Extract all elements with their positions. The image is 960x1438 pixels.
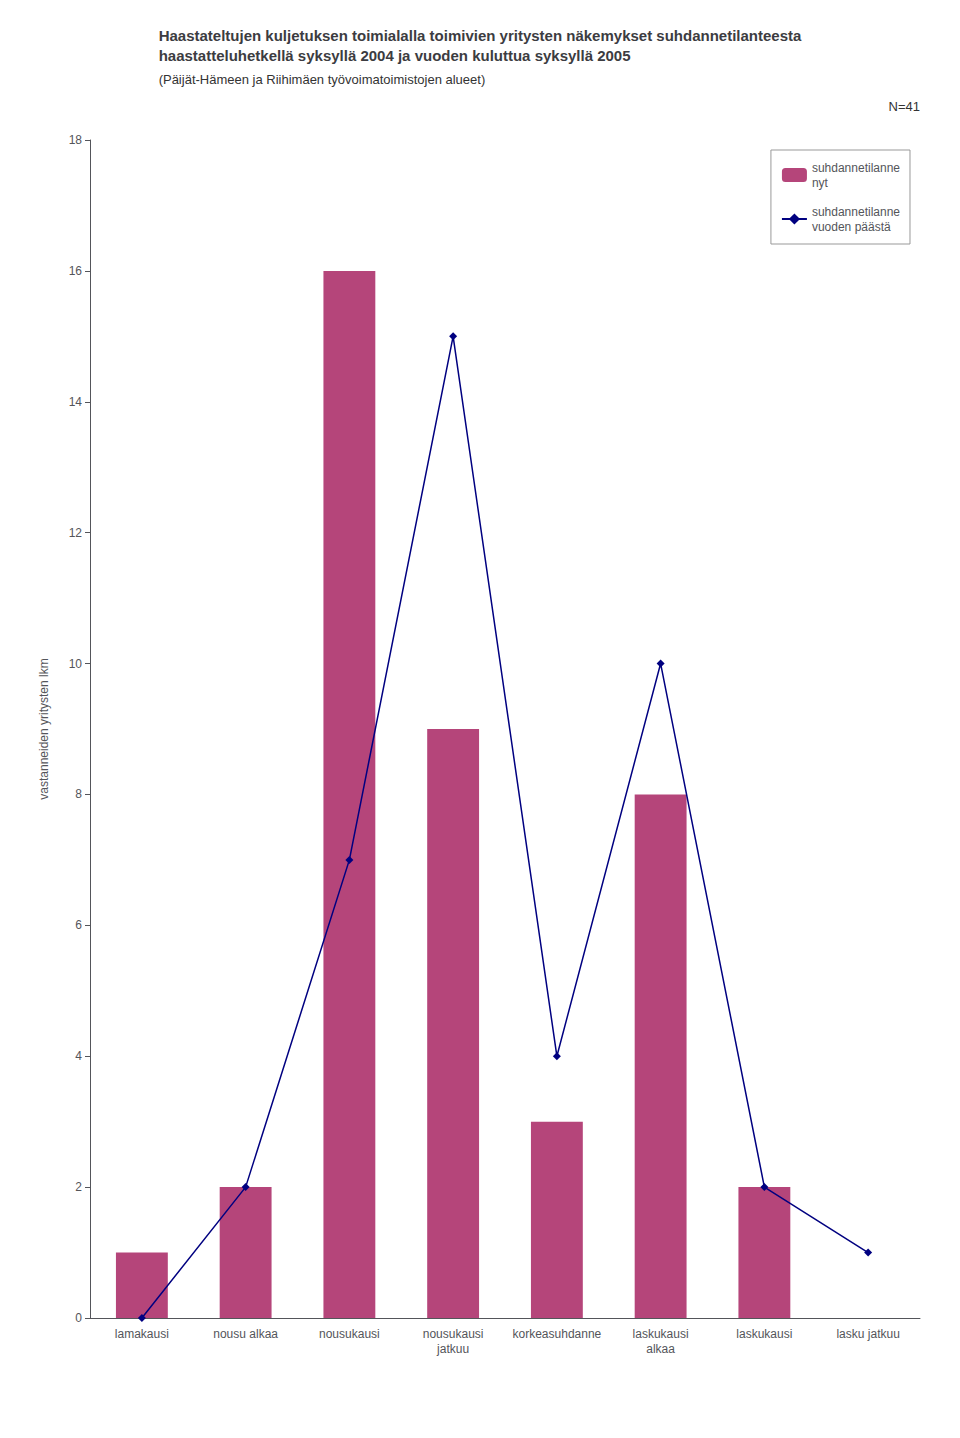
- svg-text:alkaa: alkaa: [646, 1342, 675, 1356]
- svg-text:nousukausi: nousukausi: [423, 1327, 484, 1341]
- svg-text:18: 18: [69, 133, 83, 147]
- svg-text:suhdannetilanne: suhdannetilanne: [812, 161, 900, 175]
- svg-text:nousukausi: nousukausi: [319, 1327, 380, 1341]
- svg-text:6: 6: [75, 918, 82, 932]
- svg-text:12: 12: [69, 526, 83, 540]
- svg-text:nyt: nyt: [812, 176, 829, 190]
- svg-text:10: 10: [69, 657, 83, 671]
- svg-text:haastatteluhetkellä syksyllä 2: haastatteluhetkellä syksyllä 2004 ja vuo…: [159, 47, 631, 64]
- svg-text:nousu alkaa: nousu alkaa: [213, 1327, 278, 1341]
- svg-text:vuoden päästä: vuoden päästä: [812, 220, 891, 234]
- svg-text:0: 0: [75, 1311, 82, 1325]
- svg-text:vastanneiden yritysten lkm: vastanneiden yritysten lkm: [37, 658, 51, 799]
- svg-text:laskukausi: laskukausi: [633, 1327, 689, 1341]
- svg-text:N=41: N=41: [889, 99, 920, 114]
- svg-text:14: 14: [69, 395, 83, 409]
- svg-text:lamakausi: lamakausi: [115, 1327, 169, 1341]
- svg-text:2: 2: [75, 1180, 82, 1194]
- svg-text:(Päijät-Hämeen ja Riihimäen ty: (Päijät-Hämeen ja Riihimäen työvoimatoim…: [159, 72, 486, 87]
- svg-text:4: 4: [75, 1049, 82, 1063]
- svg-text:suhdannetilanne: suhdannetilanne: [812, 205, 900, 219]
- svg-text:8: 8: [75, 787, 82, 801]
- svg-text:jatkuu: jatkuu: [436, 1342, 469, 1356]
- svg-text:laskukausi: laskukausi: [736, 1327, 792, 1341]
- svg-text:Haastateltujen kuljetuksen toi: Haastateltujen kuljetuksen toimialalla t…: [159, 27, 802, 44]
- svg-text:korkeasuhdanne: korkeasuhdanne: [513, 1327, 602, 1341]
- svg-text:16: 16: [69, 264, 83, 278]
- svg-text:lasku jatkuu: lasku jatkuu: [836, 1327, 899, 1341]
